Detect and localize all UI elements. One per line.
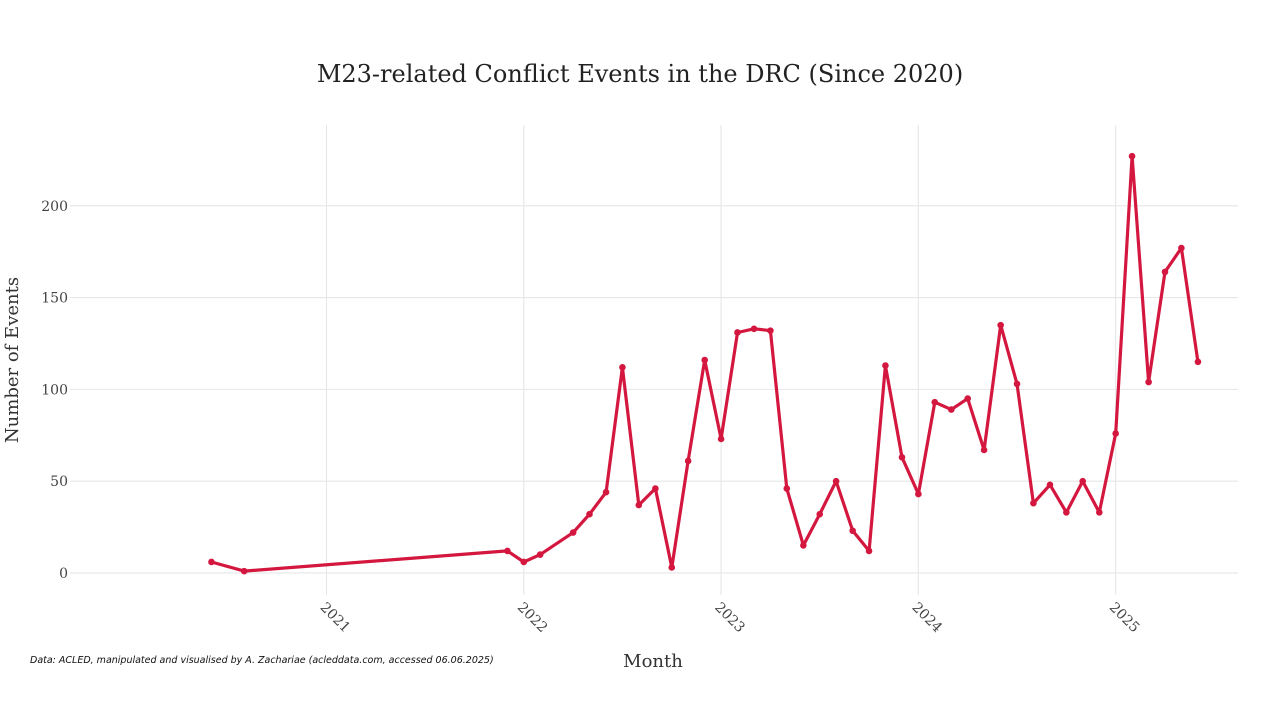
y-tick-label: 150 — [41, 291, 68, 307]
data-point — [586, 510, 593, 518]
x-tick-label: 2021 — [317, 600, 354, 637]
data-point — [1178, 244, 1185, 252]
data-point — [849, 527, 856, 535]
y-tick-label: 0 — [59, 566, 68, 582]
data-point — [1030, 499, 1037, 507]
data-point — [1194, 358, 1202, 366]
y-tick-label: 100 — [41, 382, 68, 398]
data-point — [783, 485, 791, 492]
data-point — [635, 501, 643, 509]
data-point — [569, 529, 577, 536]
data-point — [734, 329, 741, 336]
data-point — [536, 551, 544, 558]
data-point — [997, 321, 1004, 329]
data-point — [915, 490, 922, 498]
data-point — [504, 547, 511, 555]
data-point — [717, 435, 725, 443]
data-point — [750, 325, 758, 333]
data-point — [767, 327, 774, 334]
data-point — [1145, 378, 1152, 386]
y-tick-label: 200 — [41, 199, 68, 215]
series-line — [209, 154, 1200, 573]
x-axis-ticks: 2021 2022 2023 2024 2025 — [317, 600, 1143, 637]
data-point — [931, 398, 939, 406]
data-point — [882, 362, 889, 369]
data-point — [520, 558, 528, 566]
data-point — [1079, 477, 1087, 485]
data-point — [684, 457, 692, 465]
data-point — [948, 406, 955, 413]
y-axis-title: Number of Events — [2, 277, 23, 443]
data-point — [1046, 481, 1054, 489]
data-point — [602, 488, 610, 496]
source-note: Data: ACLED, manipulated and visualised … — [30, 655, 494, 666]
chart-title: M23-related Conflict Events in the DRC (… — [317, 60, 963, 88]
data-point — [800, 542, 807, 549]
y-tick-label: 50 — [50, 474, 68, 490]
data-point — [1063, 509, 1070, 516]
x-tick-label: 2023 — [711, 600, 748, 637]
data-point — [668, 564, 676, 571]
data-point — [1013, 380, 1021, 388]
data-point — [1128, 152, 1136, 160]
data-point — [865, 547, 873, 555]
data-point — [619, 364, 626, 371]
grid-lines — [70, 125, 1238, 595]
data-point — [1161, 268, 1169, 276]
data-point — [1112, 430, 1119, 437]
x-tick-label: 2024 — [909, 600, 946, 637]
data-point — [964, 395, 972, 402]
x-tick-label: 2022 — [514, 600, 551, 637]
x-axis-title: Month — [623, 651, 683, 672]
data-point — [832, 477, 840, 485]
data-point — [208, 558, 215, 566]
data-point — [701, 356, 709, 364]
x-tick-label: 2025 — [1106, 600, 1143, 637]
data-point — [1096, 509, 1103, 516]
data-point — [980, 446, 988, 454]
y-axis-ticks: 0 50 100 150 200 — [41, 199, 68, 582]
data-point — [816, 510, 824, 518]
data-point — [652, 485, 659, 492]
data-point — [240, 567, 248, 575]
data-point — [898, 454, 906, 461]
data-series — [208, 152, 1202, 575]
